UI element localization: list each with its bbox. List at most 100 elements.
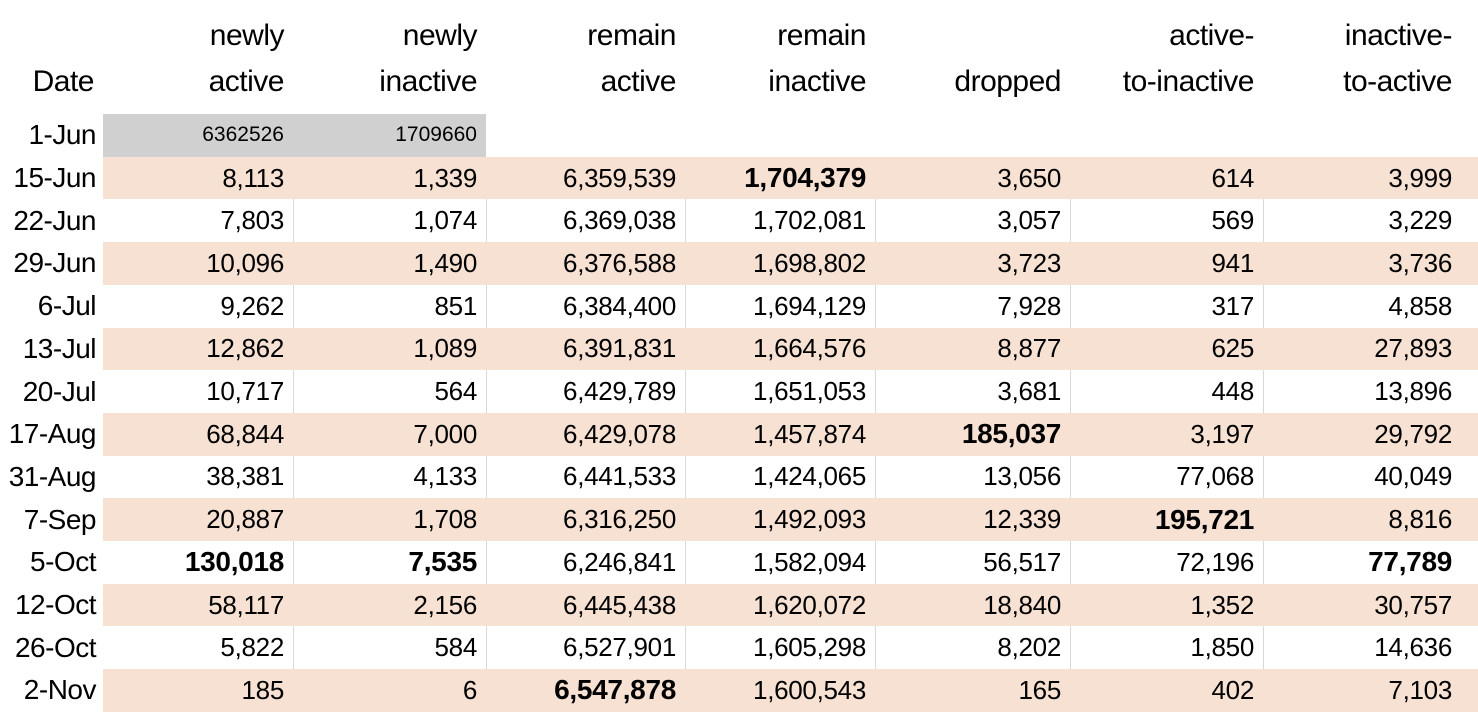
cell-remain-active[interactable]: 6,429,789 <box>486 370 685 413</box>
cell-newly-active[interactable]: 58,117 <box>103 583 293 627</box>
cell-inactive-to-active[interactable]: 7,103 <box>1263 669 1478 712</box>
cell-dropped[interactable]: 3,723 <box>875 242 1070 285</box>
cell-dropped[interactable]: 18,840 <box>875 583 1070 627</box>
cell-remain-active[interactable]: 6,429,078 <box>486 412 685 456</box>
cell-dropped[interactable]: 8,877 <box>875 327 1070 371</box>
cell-inactive-to-active[interactable]: 3,736 <box>1263 242 1478 285</box>
cell-remain-active[interactable]: 6,391,831 <box>486 327 685 371</box>
cell-remain-inactive[interactable] <box>685 114 875 157</box>
cell-newly-active[interactable]: 38,381 <box>206 461 284 492</box>
cell-inactive-to-active[interactable]: 8,816 <box>1263 498 1478 542</box>
cell-newly-active[interactable]: 185 <box>103 669 293 712</box>
cell-remain-inactive[interactable]: 1,582,094 <box>685 541 875 584</box>
cell-active-to-inactive[interactable]: 569 <box>1070 199 1263 243</box>
cell-newly-inactive[interactable]: 4,133 <box>293 455 486 499</box>
row-date[interactable]: 26-Oct <box>14 631 97 663</box>
cell-remain-active[interactable]: 6,376,588 <box>486 242 685 285</box>
cell-dropped[interactable]: 12,339 <box>875 498 1070 542</box>
cell-remain-inactive[interactable]: 1,698,802 <box>685 242 875 285</box>
cell-inactive-to-active[interactable]: 4,858 <box>1263 284 1478 328</box>
cell-dropped[interactable]: 56,517 <box>875 541 1070 584</box>
cell-remain-inactive[interactable]: 1,704,379 <box>685 156 875 200</box>
row-date[interactable]: 6-Jul <box>37 290 97 322</box>
cell-remain-inactive[interactable]: 1,694,129 <box>685 284 875 328</box>
cell-dropped[interactable] <box>875 114 1070 157</box>
cell-dropped[interactable]: 13,056 <box>875 455 1070 499</box>
cell-newly-inactive[interactable]: 851 <box>293 284 486 328</box>
cell-remain-active[interactable]: 6,359,539 <box>486 156 685 200</box>
row-date[interactable]: 5-Oct <box>30 546 96 578</box>
cell-newly-inactive[interactable]: 1709660 <box>293 114 486 157</box>
cell-newly-inactive[interactable]: 2,156 <box>293 583 486 627</box>
cell-remain-active[interactable]: 6,547,878 <box>486 669 685 712</box>
cell-active-to-inactive[interactable]: 77,068 <box>1070 455 1263 499</box>
cell-newly-active[interactable]: 12,862 <box>103 327 293 371</box>
row-date[interactable]: 22-Jun <box>13 204 96 236</box>
cell-remain-active[interactable]: 6,441,533 <box>486 455 685 499</box>
row-date[interactable]: 17-Aug <box>8 418 97 450</box>
cell-newly-active[interactable]: 130,018 <box>184 546 284 578</box>
cell-active-to-inactive[interactable] <box>1070 114 1263 157</box>
cell-newly-active[interactable]: 9,262 <box>220 290 284 321</box>
cell-remain-inactive[interactable]: 1,620,072 <box>685 583 875 627</box>
row-date[interactable]: 29-Jun <box>13 247 96 279</box>
cell-inactive-to-active[interactable]: 29,792 <box>1263 412 1478 456</box>
cell-remain-active[interactable] <box>486 114 685 157</box>
cell-newly-active[interactable]: 68,844 <box>103 412 293 456</box>
cell-newly-inactive[interactable]: 584 <box>293 626 486 670</box>
cell-remain-inactive[interactable]: 1,702,081 <box>685 199 875 243</box>
cell-inactive-to-active[interactable]: 77,789 <box>1263 541 1478 584</box>
cell-active-to-inactive[interactable]: 625 <box>1070 327 1263 371</box>
cell-inactive-to-active[interactable]: 3,999 <box>1263 156 1478 200</box>
row-date[interactable]: 15-Jun <box>13 162 96 194</box>
row-date[interactable]: 12-Oct <box>14 589 97 621</box>
cell-dropped[interactable]: 7,928 <box>875 284 1070 328</box>
cell-inactive-to-active[interactable]: 14,636 <box>1263 626 1478 670</box>
cell-dropped[interactable]: 3,681 <box>875 370 1070 413</box>
cell-active-to-inactive[interactable]: 72,196 <box>1070 541 1263 584</box>
cell-newly-active[interactable]: 6362526 <box>103 114 293 157</box>
cell-inactive-to-active[interactable] <box>1263 114 1478 157</box>
row-date[interactable]: 2-Nov <box>23 674 97 706</box>
cell-remain-active[interactable]: 6,246,841 <box>486 541 685 584</box>
cell-inactive-to-active[interactable]: 27,893 <box>1263 327 1478 371</box>
column-header-newly-inactive[interactable]: newly inactive <box>293 0 486 114</box>
column-header-inactive-to-active[interactable]: inactive-to-active <box>1263 0 1478 114</box>
cell-remain-active[interactable]: 6,527,901 <box>486 626 685 670</box>
cell-remain-active[interactable]: 6,384,400 <box>486 284 685 328</box>
column-header-active-to-inactive[interactable]: active-to-inactive <box>1070 0 1263 114</box>
cell-remain-active[interactable]: 6,369,038 <box>486 199 685 243</box>
cell-newly-inactive[interactable]: 7,000 <box>293 412 486 456</box>
cell-remain-inactive[interactable]: 1,605,298 <box>685 626 875 670</box>
cell-inactive-to-active[interactable]: 30,757 <box>1263 583 1478 627</box>
cell-newly-inactive[interactable]: 1,708 <box>293 498 486 542</box>
cell-active-to-inactive[interactable]: 614 <box>1070 156 1263 200</box>
cell-active-to-inactive[interactable]: 1,850 <box>1070 626 1263 670</box>
cell-remain-inactive[interactable]: 1,424,065 <box>685 455 875 499</box>
cell-remain-inactive[interactable]: 1,492,093 <box>685 498 875 542</box>
column-header-remain-active[interactable]: remain active <box>486 0 685 114</box>
cell-active-to-inactive[interactable]: 3,197 <box>1070 412 1263 456</box>
cell-active-to-inactive[interactable]: 448 <box>1070 370 1263 413</box>
cell-remain-active[interactable]: 6,316,250 <box>486 498 685 542</box>
row-date[interactable]: 20-Jul <box>22 375 97 407</box>
cell-active-to-inactive[interactable]: 317 <box>1070 284 1263 328</box>
cell-remain-inactive[interactable]: 1,664,576 <box>685 327 875 371</box>
cell-dropped[interactable]: 3,057 <box>875 199 1070 243</box>
cell-newly-inactive[interactable]: 6 <box>293 669 486 712</box>
cell-newly-active[interactable]: 10,096 <box>103 242 293 285</box>
cell-inactive-to-active[interactable]: 3,229 <box>1263 199 1478 243</box>
row-date[interactable]: 1-Jun <box>28 119 96 151</box>
cell-active-to-inactive[interactable]: 941 <box>1070 242 1263 285</box>
cell-remain-inactive[interactable]: 1,651,053 <box>685 370 875 413</box>
column-header-date[interactable]: Date <box>0 0 103 114</box>
cell-newly-inactive[interactable]: 7,535 <box>293 541 486 584</box>
column-header-dropped[interactable]: dropped <box>875 0 1070 114</box>
cell-newly-active[interactable]: 10,717 <box>206 376 284 407</box>
row-date[interactable]: 31-Aug <box>8 460 97 492</box>
cell-newly-active[interactable]: 8,113 <box>103 156 293 200</box>
cell-active-to-inactive[interactable]: 195,721 <box>1070 498 1263 542</box>
cell-remain-inactive[interactable]: 1,600,543 <box>685 669 875 712</box>
cell-newly-inactive[interactable]: 1,490 <box>293 242 486 285</box>
cell-remain-active[interactable]: 6,445,438 <box>486 583 685 627</box>
